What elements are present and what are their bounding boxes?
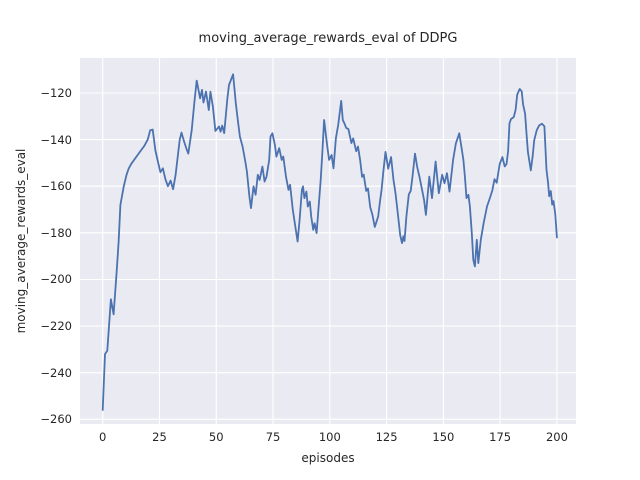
plot-area xyxy=(80,58,576,424)
x-tick-label: 25 xyxy=(152,430,167,444)
y-tick-label: −180 xyxy=(40,225,72,240)
y-tick-label: −260 xyxy=(40,412,72,427)
x-tick-label: 150 xyxy=(432,430,455,444)
y-tick-label: −140 xyxy=(40,132,72,147)
chart-title: moving_average_rewards_eval of DDPG xyxy=(198,31,458,46)
reward-line xyxy=(101,73,558,411)
y-axis-label: moving_average_rewards_eval xyxy=(14,148,28,334)
y-tick-label: −220 xyxy=(40,319,72,334)
y-tick-label: −120 xyxy=(40,85,72,100)
y-tick-label: −240 xyxy=(40,365,72,380)
chart-canvas xyxy=(80,58,576,424)
gridlines xyxy=(80,58,576,424)
x-tick-label: 125 xyxy=(375,430,398,444)
y-tick-label: −200 xyxy=(40,272,72,287)
x-tick-label: 100 xyxy=(318,430,341,444)
x-tick-label: 75 xyxy=(265,430,281,444)
x-axis-label: episodes xyxy=(301,451,355,465)
x-tick-label: 0 xyxy=(99,430,107,444)
y-tick-label: −160 xyxy=(40,179,72,194)
x-tick-label: 175 xyxy=(489,430,512,444)
x-tick-label: 200 xyxy=(545,430,568,444)
x-tick-label: 50 xyxy=(208,430,224,444)
